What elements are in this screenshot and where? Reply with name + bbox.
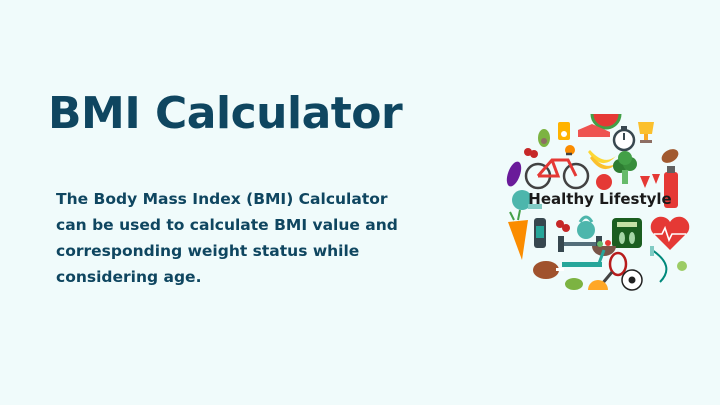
- broccoli-icon: [613, 151, 637, 184]
- scale-icon: [612, 218, 642, 248]
- watermelon-icon: [590, 113, 622, 130]
- stopwatch-icon: [612, 126, 636, 152]
- healthy-lifestyle-label: Healthy Lifestyle: [528, 190, 671, 208]
- smartwatch-icon: [534, 218, 546, 248]
- healthy-lifestyle-illustration: Healthy Lifestyle: [500, 100, 700, 300]
- banana-icon: [588, 150, 618, 170]
- avocado-icon: [565, 278, 583, 290]
- lime-icon: [677, 261, 687, 271]
- orange-slice-icon: [588, 280, 608, 290]
- soccer-ball-icon: [621, 269, 643, 291]
- kettlebell-icon: [577, 215, 595, 239]
- avocado-icon: [538, 129, 550, 147]
- strawberry-icon: [640, 174, 660, 188]
- bottle-icon: [664, 166, 678, 208]
- orange-icon: [565, 145, 575, 155]
- bicycle-icon: [524, 152, 590, 190]
- page-title: BMI Calculator: [48, 88, 403, 139]
- heart-icon: [650, 216, 690, 250]
- carrot-icon: [508, 209, 528, 260]
- apple-icon: [596, 174, 612, 190]
- football-icon: [661, 149, 679, 163]
- chicken-leg-icon: [533, 261, 564, 279]
- grapes-icon: [556, 220, 570, 232]
- treadmill-icon: [562, 249, 606, 267]
- cherries-icon: [524, 148, 538, 158]
- music-player-icon: [558, 122, 570, 140]
- trophy-icon: [638, 122, 654, 143]
- skipping-rope-icon: [650, 246, 668, 283]
- measuring-tape-icon: [512, 190, 542, 210]
- eggplant-icon: [506, 161, 522, 187]
- description-text: The Body Mass Index (BMI) Calculator can…: [56, 190, 398, 286]
- sneaker-icon: [578, 124, 610, 140]
